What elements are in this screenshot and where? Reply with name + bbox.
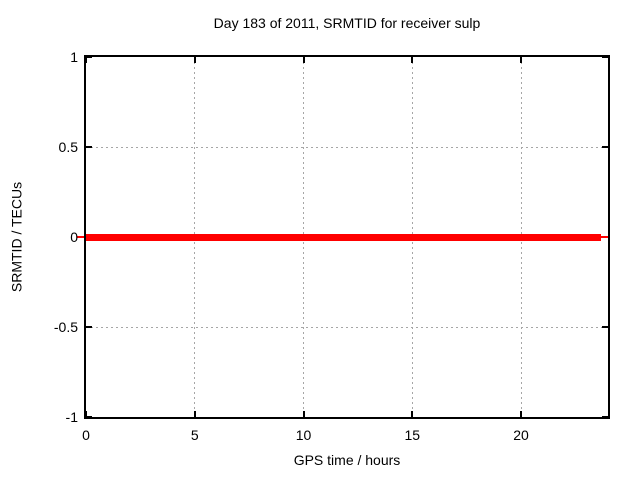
x-tick-mark — [85, 411, 87, 417]
y-tick-mark — [86, 146, 92, 148]
series-line-segment — [601, 236, 608, 238]
y-tick-label: 1 — [70, 49, 78, 65]
y-tick-mark — [86, 416, 92, 418]
x-tick-mark — [303, 411, 305, 417]
x-tick-label: 15 — [404, 427, 421, 443]
series-line-segment — [86, 234, 601, 241]
x-tick-label: 5 — [190, 427, 199, 443]
x-tick-mark — [411, 57, 413, 63]
plot-area — [77, 55, 610, 419]
x-axis-label: GPS time / hours — [293, 452, 401, 468]
x-tick-label: 20 — [513, 427, 529, 443]
x-tick-mark — [520, 411, 522, 417]
y-tick-label: -0.5 — [53, 319, 78, 335]
y-grid-line — [86, 326, 608, 328]
x-tick-label: 0 — [82, 427, 90, 443]
x-tick-mark — [85, 57, 87, 63]
y-tick-mark — [86, 56, 92, 58]
chart-title: Day 183 of 2011, SRMTID for receiver sul… — [213, 15, 481, 31]
y-tick-label: 0 — [70, 229, 78, 245]
y-tick-mark — [602, 326, 608, 328]
y-tick-mark — [602, 416, 608, 418]
x-tick-mark — [194, 57, 196, 63]
x-tick-mark — [411, 411, 413, 417]
y-tick-label: 0.5 — [58, 139, 78, 155]
x-tick-mark — [194, 411, 196, 417]
y-tick-mark — [602, 56, 608, 58]
y-tick-mark — [86, 326, 92, 328]
y-tick-label: -1 — [65, 409, 78, 425]
series-line-segment — [77, 236, 84, 238]
y-grid-line — [86, 146, 608, 148]
x-tick-mark — [303, 57, 305, 63]
x-tick-mark — [520, 57, 522, 63]
y-tick-mark — [602, 146, 608, 148]
x-tick-label: 10 — [295, 427, 312, 443]
